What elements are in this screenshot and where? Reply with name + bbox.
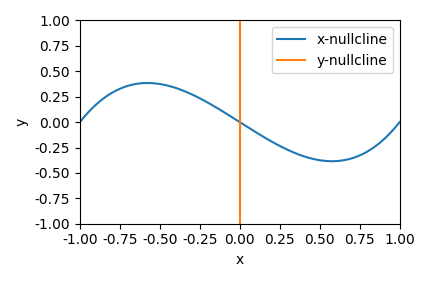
x-nullcline	[309, 157, 314, 160]
x-nullcline	[279, 145, 284, 149]
X-axis label: x: x	[236, 253, 244, 267]
y-nullcline	[237, 120, 243, 124]
x-nullcline	[144, 81, 150, 85]
Legend: x-nullcline, y-nullcline: x-nullcline, y-nullcline	[272, 27, 393, 74]
x-nullcline	[205, 101, 210, 104]
Line: x-nullcline: x-nullcline	[80, 83, 399, 161]
x-nullcline	[116, 88, 121, 91]
x-nullcline	[330, 160, 335, 163]
x-nullcline	[182, 90, 187, 93]
x-nullcline	[397, 120, 402, 124]
y-nullcline	[237, 19, 243, 22]
Y-axis label: y: y	[15, 118, 29, 126]
x-nullcline	[310, 157, 316, 161]
x-nullcline	[77, 120, 83, 124]
